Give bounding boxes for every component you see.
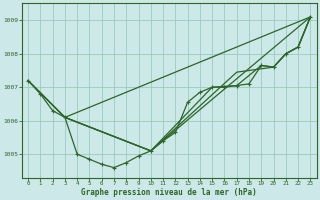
X-axis label: Graphe pression niveau de la mer (hPa): Graphe pression niveau de la mer (hPa) — [81, 188, 257, 197]
